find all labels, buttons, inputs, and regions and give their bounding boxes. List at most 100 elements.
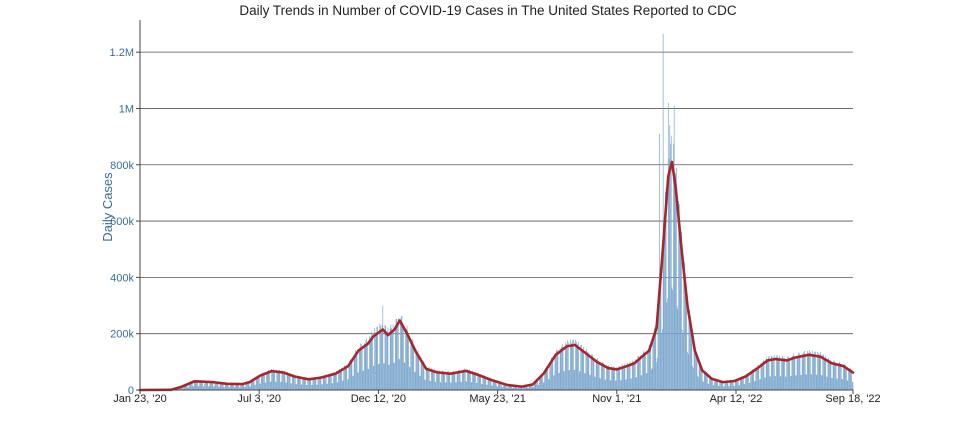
daily-case-bar [600,378,601,390]
daily-case-bar [313,378,314,390]
daily-case-bar [764,378,765,390]
daily-case-bar [828,359,829,390]
daily-case-bar [772,359,773,390]
daily-case-bar [775,376,776,390]
daily-case-bar [648,349,649,390]
daily-case-bar [266,372,267,390]
daily-case-bar [641,375,642,390]
daily-case-bar [837,379,838,390]
daily-case-bar [343,381,344,390]
daily-case-bar [273,370,274,390]
daily-case-bar [811,374,812,390]
daily-case-bar [838,364,839,390]
daily-case-bar [466,381,467,390]
x-tick-label: Jan 23, '20 [113,393,166,405]
daily-case-bar [277,371,278,390]
daily-case-bar [702,370,703,390]
daily-case-bar [262,374,263,390]
daily-case-bar [800,356,801,390]
daily-case-bar [285,383,286,391]
daily-case-bar [538,385,539,390]
daily-case-bar [356,352,357,390]
daily-case-bar [425,380,426,390]
daily-case-bar [628,365,629,390]
daily-case-bar [318,378,319,390]
daily-case-bar [270,382,271,390]
x-tick-label: Dec 12, '20 [351,393,406,405]
daily-case-bar [808,353,809,390]
daily-case-bar [392,330,393,390]
daily-case-bar [783,359,784,390]
daily-case-bar [380,326,381,390]
daily-case-bar [419,376,420,390]
daily-case-bar [577,346,578,390]
daily-case-bar [680,236,681,390]
daily-case-bar [435,382,436,390]
daily-case-bar [799,353,800,390]
daily-case-bar [296,384,297,390]
daily-case-bar [630,379,631,390]
daily-case-bar [346,367,347,390]
daily-case-bar [567,340,568,390]
daily-case-bar [674,106,675,390]
daily-case-bar [814,352,815,390]
daily-case-bar [814,355,815,390]
daily-case-bar [471,382,472,390]
daily-case-bar [376,333,377,390]
daily-case-bar [414,372,415,390]
daily-case-bar [552,359,553,390]
daily-case-bar [634,363,635,390]
daily-case-bar [382,325,383,390]
daily-case-bar [842,379,843,390]
daily-case-bar [821,375,822,390]
daily-case-bar [767,360,768,390]
daily-case-bar [444,373,445,390]
daily-case-bar [463,371,464,390]
daily-case-bar [415,372,416,390]
daily-case-bar [457,372,458,390]
daily-case-bar [739,385,740,390]
daily-case-bar [399,359,400,390]
daily-case-bar [491,386,492,390]
daily-case-bar [773,357,774,390]
daily-case-bar [560,348,561,390]
daily-case-bar [815,352,816,390]
daily-case-bar [377,327,378,390]
daily-case-bar [471,382,472,390]
daily-case-bar [758,366,759,390]
daily-case-bar [810,352,811,390]
daily-case-bar [588,352,589,390]
daily-case-bar [455,382,456,390]
daily-case-bar [675,173,676,390]
daily-case-bar [359,349,360,390]
daily-case-bar [265,383,266,390]
daily-case-bar [631,378,632,390]
daily-case-bar [806,374,807,390]
daily-case-bar [743,377,744,390]
daily-case-bar [302,385,303,390]
daily-case-bar [770,376,771,390]
daily-case-bar [465,370,466,390]
daily-case-bar [831,360,832,390]
daily-case-bar [659,134,660,390]
daily-case-bar [368,369,369,390]
daily-case-bar [399,359,400,390]
daily-case-bar [427,369,428,390]
daily-case-bar [847,381,848,390]
daily-case-bar [647,351,648,390]
daily-case-bar [584,373,585,390]
daily-case-bar [538,385,539,390]
daily-case-bar [469,371,470,390]
daily-case-bar [580,372,581,391]
daily-case-bar [588,354,589,390]
daily-case-bar [354,357,355,390]
daily-case-bar [390,329,391,390]
daily-case-bar [558,352,559,390]
daily-case-bar [570,340,571,390]
daily-case-bar [663,34,664,390]
daily-case-bar [435,382,436,390]
daily-case-bar [398,318,399,390]
daily-case-bar [332,383,333,390]
daily-case-bar [813,354,814,390]
daily-case-bar [841,365,842,390]
